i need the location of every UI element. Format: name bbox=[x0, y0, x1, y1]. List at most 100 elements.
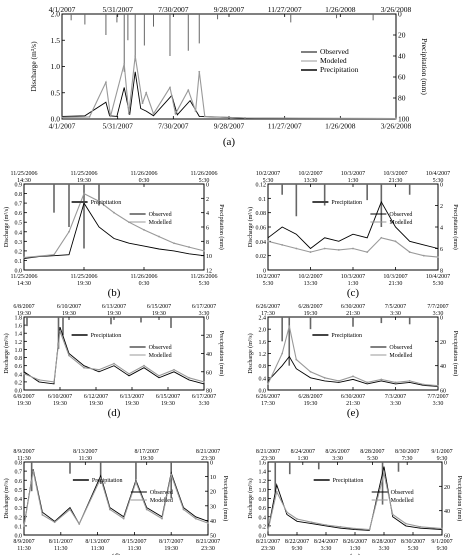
panel-e-legend-label: Precipitation bbox=[331, 333, 362, 339]
panel-c-ylabel: Discharge (m³/s) bbox=[247, 207, 254, 247]
tick-label-line: 6/10/2007 bbox=[57, 304, 81, 310]
panel-f-point-modelled bbox=[99, 477, 102, 480]
panel-d-xtick-label: 6/10/2007 19:30 bbox=[48, 394, 72, 407]
panel-g-point-modelled bbox=[275, 490, 278, 493]
tick-label-line: 17:30 bbox=[261, 311, 275, 317]
panel-e-point-modelled bbox=[288, 325, 291, 328]
panel-a-y2label: Precipitation (mm) bbox=[420, 38, 429, 95]
panel-d-y2label: Precipitation (mm) bbox=[218, 331, 225, 377]
tick-label-line: 8/11/2007 bbox=[49, 539, 73, 545]
tick-label-line: 21:30 bbox=[389, 178, 403, 184]
tick-label-line: 5:30 bbox=[433, 281, 444, 287]
panel-e-label: (e) bbox=[347, 407, 360, 419]
panel-d-line-modelled bbox=[23, 331, 205, 383]
tick-label-line: 1:30 bbox=[348, 281, 359, 287]
panel-e-point-modelled bbox=[337, 379, 340, 382]
panel-f-line-observed bbox=[23, 469, 209, 526]
panel-e-ytick-label: 0.8 bbox=[259, 364, 267, 370]
panel-d-point-modelled bbox=[128, 372, 130, 375]
panel-f-point-modelled bbox=[23, 524, 25, 527]
tick-label-line: 19:30 bbox=[77, 178, 91, 184]
panel-b-ylabel: Discharge (m³/s) bbox=[3, 207, 10, 247]
panel-f-point-modelled bbox=[108, 508, 111, 511]
panel-a-point-modeled bbox=[152, 112, 155, 115]
panel-g-y2label: Precipitation (mm) bbox=[456, 476, 463, 522]
tick-label-line: 7/7/2007 bbox=[427, 304, 448, 310]
tick-label-line: 8/21/2007 bbox=[256, 449, 280, 455]
panel-f-y2tick-label: 50 bbox=[210, 534, 216, 540]
panel-f-ylabel: Discharge (m³/s) bbox=[3, 478, 10, 518]
panel-b-xtick-label: 11/25/2006 14:30 bbox=[10, 274, 37, 287]
panel-b-top-xtick-label: 11/26/2006 0:30 bbox=[130, 171, 157, 184]
tick-label-line: 19:30 bbox=[140, 456, 154, 462]
panel-g-legend-label: Modelled bbox=[391, 498, 414, 504]
tick-label-line: 8/26/2007 bbox=[325, 449, 349, 455]
panel-f-point-modelled bbox=[135, 481, 137, 483]
panel-b-ytick-label: 0.5 bbox=[15, 221, 23, 227]
panel-g-line-observed bbox=[267, 466, 443, 531]
panel-a-point-modeled bbox=[169, 86, 171, 89]
tick-label-line: 3:30 bbox=[199, 401, 210, 407]
panel-d-legend-label: Modelled bbox=[149, 353, 172, 359]
panel-c-point-modelled bbox=[380, 236, 383, 239]
tick-label-line: 7/7/2007 bbox=[427, 394, 448, 400]
panel-b-xtick-label: 11/25/2006 19:30 bbox=[70, 274, 97, 287]
panel-b-y2tick-label: 6 bbox=[206, 226, 209, 232]
panel-a-y2tick-label: 80 bbox=[398, 94, 406, 103]
panel-a-point-modeled bbox=[61, 116, 63, 119]
panel-d-ylabel: Discharge (m³/s) bbox=[3, 333, 10, 373]
panel-a-xtick-label: 3/26/2008 bbox=[381, 122, 412, 131]
tick-label-line: 8/13/2007 bbox=[73, 449, 97, 455]
panel-a-point-modeled bbox=[198, 70, 201, 73]
panel-e-legend-label: Observed bbox=[389, 345, 412, 351]
panel-b-legend-label: Modelled bbox=[149, 220, 172, 226]
panel-g-xtick-label: 8/24/2007 3:30 bbox=[314, 539, 338, 552]
tick-label-line: 19:30 bbox=[62, 311, 76, 317]
panel-d-xtick-label: 6/8/2007 19:30 bbox=[13, 394, 34, 407]
panel-f-point-modelled bbox=[194, 517, 197, 520]
panel-d-top-xtick-label: 6/8/2007 19:30 bbox=[13, 304, 34, 317]
panel-g-xtick-label: 8/30/2007 5:30 bbox=[401, 539, 425, 552]
tick-label-line: 10/2/2007 bbox=[298, 171, 322, 177]
panel-c-point-modelled bbox=[295, 247, 298, 250]
panel-g-xtick-label: 8/21/2007 23:30 bbox=[256, 539, 280, 552]
tick-label-line: 11/26/2006 bbox=[190, 171, 217, 177]
panel-a-label: (a) bbox=[223, 136, 236, 148]
panel-c-ytick-label: 0.04 bbox=[256, 240, 267, 246]
panel-a-xtick-label: 5/31/2007 bbox=[102, 122, 133, 131]
panel-g-point-modelled bbox=[441, 527, 443, 530]
panel-f-label: (f) bbox=[111, 552, 122, 555]
panel-e-point-modelled bbox=[408, 379, 411, 382]
panel-d-xtick-label: 6/13/2007 19:30 bbox=[120, 394, 144, 407]
tick-label-line: 13:30 bbox=[304, 281, 318, 287]
tick-label-line: 6/26/2007 bbox=[256, 394, 280, 400]
panel-g-top-xtick-label: 8/26/2007 3:30 bbox=[325, 449, 349, 462]
panel-a-point-modeled bbox=[141, 102, 144, 105]
panel-d-top-xtick-label: 6/13/2007 19:30 bbox=[102, 304, 126, 317]
panel-d-top-xtick-label: 6/17/2007 3:30 bbox=[192, 304, 216, 317]
tick-label-line: 11:30 bbox=[17, 456, 30, 462]
panel-f-legend-label: Modelled bbox=[150, 498, 173, 504]
panel-f-ytick-label: 0.1 bbox=[15, 524, 23, 530]
tick-label-line: 19:30 bbox=[107, 311, 121, 317]
panel-c-ytick-label: 0.12 bbox=[256, 183, 267, 189]
panel-f-point-modelled bbox=[170, 473, 173, 476]
panel-e-point-modelled bbox=[309, 370, 312, 373]
panel-d-label: (d) bbox=[108, 407, 121, 419]
panel-e-point-modelled bbox=[295, 358, 298, 361]
panel-g-top-xtick-label: 9/1/2007 9:30 bbox=[431, 449, 452, 462]
panel-b-ytick-label: 0.6 bbox=[15, 211, 23, 217]
panel-f-top-xtick-label: 8/13/2007 11:30 bbox=[73, 449, 97, 462]
panel-e-top-xtick-label: 6/26/2007 17:30 bbox=[256, 304, 280, 317]
panel-e-y2tick-label: 40 bbox=[440, 364, 446, 370]
tick-label-line: 8/17/2007 bbox=[159, 539, 183, 545]
tick-label-line: 3:30 bbox=[379, 546, 390, 552]
panel-b-ytick-label: 0.2 bbox=[15, 249, 23, 255]
panel-e-ytick-label: 2.0 bbox=[259, 328, 267, 334]
panel-c-y2tick-label: 4 bbox=[440, 226, 443, 232]
tick-label-line: 8/30/2007 bbox=[401, 539, 425, 545]
panel-c-top-xtick-label: 10/4/2007 5:30 bbox=[426, 171, 450, 184]
tick-label-line: 3:30 bbox=[390, 311, 401, 317]
panel-a-point-modeled bbox=[203, 115, 206, 118]
panel-a-top-xtick-label: 7/30/2007 bbox=[158, 5, 189, 14]
